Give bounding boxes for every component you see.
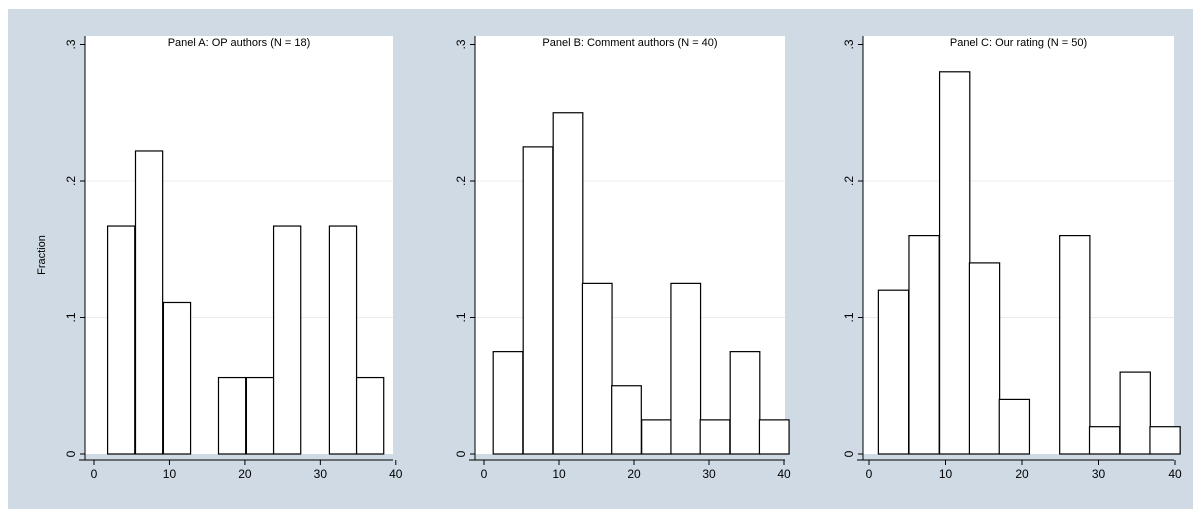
histogram-bar <box>106 225 136 455</box>
histogram-bar <box>611 385 642 455</box>
histogram-bar <box>641 419 672 455</box>
y-tick-label: 0 <box>64 450 78 457</box>
x-tick-label: 10 <box>939 467 953 481</box>
y-axis-label: Fraction <box>36 235 48 275</box>
histogram-bar <box>758 419 790 455</box>
x-tick-label: 40 <box>1168 467 1182 481</box>
y-tick-label: .2 <box>64 176 78 186</box>
panel-title: Panel B: Comment authors (N = 40) <box>542 37 717 49</box>
histogram-bar <box>670 282 702 455</box>
y-tick-label: .1 <box>842 312 856 322</box>
y-tick-label: .2 <box>842 176 856 186</box>
panel-title: Panel A: OP authors (N = 18) <box>168 37 311 49</box>
x-tick-label: 20 <box>238 467 252 481</box>
figure-background: Fraction 0 .1 .2 .3 0 10 20 30 40 Panel A: OP aut… <box>8 9 1193 509</box>
x-tick-label: 40 <box>389 467 403 481</box>
x-tick-label: 20 <box>627 467 641 481</box>
x-tick-label: 30 <box>702 467 716 481</box>
x-tick-label: 40 <box>777 467 791 481</box>
histogram-bar <box>217 376 247 455</box>
histogram-bar <box>522 146 554 455</box>
histogram-bar <box>908 235 940 455</box>
histogram-bar <box>1119 371 1151 455</box>
histogram-bar <box>729 351 761 455</box>
histogram-bar <box>162 301 192 455</box>
histogram-bar <box>492 351 524 455</box>
y-tick-label: 0 <box>454 450 468 457</box>
x-tick-label: 20 <box>1015 467 1029 481</box>
histogram-bar <box>272 225 302 455</box>
x-tick-label: 30 <box>314 467 328 481</box>
y-tick-label: .2 <box>454 176 468 186</box>
y-tick-label: .1 <box>64 312 78 322</box>
histogram-bar <box>1088 426 1121 455</box>
histogram-bar <box>699 419 731 455</box>
x-tick-label: 10 <box>163 467 177 481</box>
x-tick-label: 30 <box>1092 467 1106 481</box>
histogram-bar <box>1059 235 1091 455</box>
x-tick-label: 0 <box>866 467 873 481</box>
histogram-bar <box>938 71 971 455</box>
histogram-bar <box>877 289 910 455</box>
y-tick-label: .3 <box>64 39 78 49</box>
histogram-bar <box>328 225 358 455</box>
chart-panel-2: 0 .1 .2 .3 0 10 20 30 40 Panel B: Comment authors… <box>454 36 791 481</box>
histogram-bar <box>581 282 613 455</box>
histogram-bar <box>355 376 385 455</box>
histogram-bar <box>134 150 164 455</box>
x-tick-label: 0 <box>481 467 488 481</box>
histogram-bar <box>245 376 275 455</box>
chart-panel-1: 0 .1 .2 .3 0 10 20 30 40 Panel A: OP authors (N =… <box>64 36 403 481</box>
y-tick-label: .3 <box>842 39 856 49</box>
y-tick-label: 0 <box>842 450 856 457</box>
y-tick-label: .1 <box>454 312 468 322</box>
chart-panel-3: 0 .1 .2 .3 0 10 20 30 40 Panel C: Our rating (N =… <box>842 36 1182 481</box>
histogram-bar <box>1149 426 1181 455</box>
x-tick-label: 10 <box>552 467 566 481</box>
histogram-bar <box>968 262 1001 455</box>
histogram-bar <box>998 398 1031 455</box>
histogram-figure: Fraction 0 .1 .2 .3 0 10 20 30 40 Panel A: OP aut… <box>36 36 1182 481</box>
y-tick-label: .3 <box>454 39 468 49</box>
x-tick-label: 0 <box>91 467 98 481</box>
histogram-bar <box>552 112 584 455</box>
panel-title: Panel C: Our rating (N = 50) <box>950 37 1087 49</box>
